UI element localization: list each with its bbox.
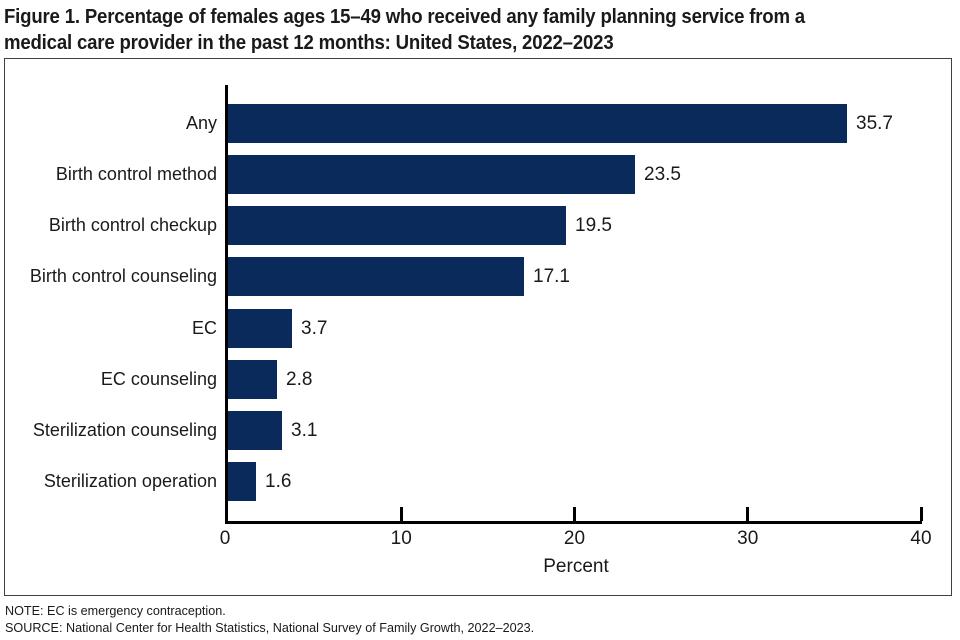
bar-value-label: 35.7	[856, 113, 893, 134]
bar	[228, 206, 566, 245]
category-label: EC counseling	[100, 369, 217, 389]
x-axis-tick	[399, 507, 403, 521]
y-axis-line	[225, 85, 228, 524]
figure-title: Figure 1. Percentage of females ages 15–…	[4, 4, 960, 56]
bar-value-label: 3.7	[301, 318, 328, 339]
bar-value-label: 19.5	[575, 215, 612, 236]
chart-frame: Percent Any 35.7 Birth control method 23.5 B…	[4, 58, 952, 596]
x-axis-tick-label: 30	[737, 528, 759, 549]
bar	[228, 411, 282, 450]
bar-value-label: 2.8	[286, 369, 313, 390]
bar	[228, 104, 847, 143]
bar-value-label: 3.1	[291, 420, 318, 441]
note-text: NOTE: EC is emergency contraception.	[5, 603, 226, 618]
bar-value-label: 1.6	[265, 471, 292, 492]
bar	[228, 155, 635, 194]
x-axis-tick-label: 10	[390, 528, 412, 549]
bar	[228, 257, 524, 296]
source-text: SOURCE: National Center for Health Stati…	[5, 620, 535, 635]
category-label: Birth control checkup	[48, 215, 217, 235]
x-axis-tick	[919, 507, 923, 521]
figure-title-line2: medical care provider in the past 12 mon…	[4, 32, 614, 54]
plot-area: Percent Any 35.7 Birth control method 23.5 B…	[5, 59, 951, 595]
x-axis-tick-label: 0	[219, 528, 231, 549]
x-axis-tick-label: 20	[563, 528, 586, 549]
bar	[228, 462, 256, 501]
bar-value-label: 17.1	[533, 266, 570, 287]
figure-title-line1: Figure 1. Percentage of females ages 15–…	[4, 6, 805, 28]
bar	[228, 360, 277, 399]
category-label: Sterilization counseling	[32, 420, 217, 440]
x-axis-tick	[746, 507, 750, 521]
category-label: Birth control method	[55, 164, 217, 184]
bar-value-label: 23.5	[644, 164, 681, 185]
x-axis-line	[225, 521, 922, 524]
category-label: Birth control counseling	[29, 266, 217, 286]
category-label: EC	[191, 318, 217, 338]
x-axis-title: Percent	[543, 556, 609, 577]
bar	[228, 309, 292, 348]
x-axis-tick	[573, 507, 576, 521]
category-label: Any	[185, 113, 217, 133]
category-label: Sterilization operation	[43, 471, 217, 491]
x-axis-tick-label: 40	[910, 528, 932, 549]
